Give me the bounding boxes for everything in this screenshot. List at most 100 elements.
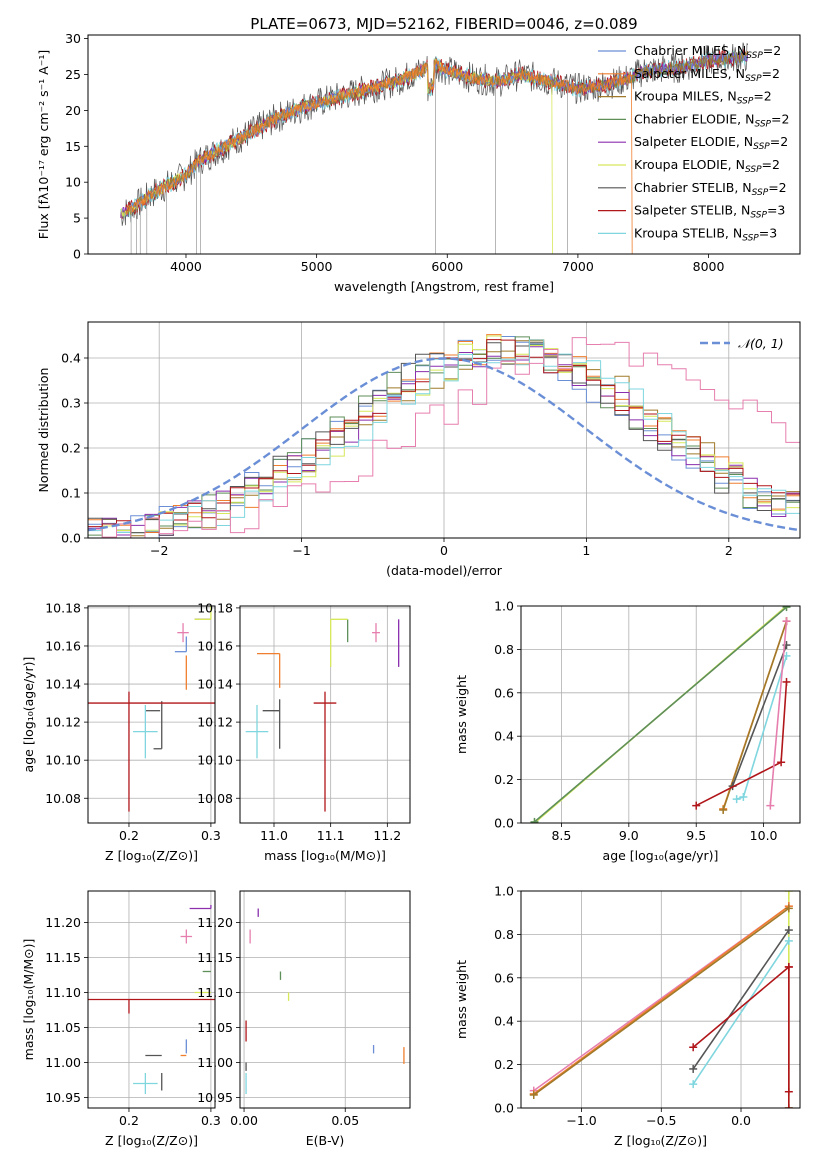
legend-label: Kroupa STELIB, NSSP=3 — [634, 225, 777, 243]
weight-marker — [784, 926, 793, 935]
weight-marker — [784, 904, 793, 913]
legend-subscript: SSP — [752, 188, 769, 198]
y-tick-label: 0.8 — [494, 927, 514, 942]
age_vs_Z-points — [88, 606, 215, 812]
weight-line — [692, 940, 790, 1085]
y-tick-label: 10.10 — [197, 753, 233, 768]
x-tick-label: 0.2 — [119, 1113, 139, 1128]
x-tick-label: 0 — [440, 543, 448, 558]
x-axis-label: mass [log₁₀(M/M⊙)] — [264, 848, 386, 863]
x-tick-label: 0.05 — [331, 1113, 359, 1128]
x-tick-label: 10.0 — [750, 828, 778, 843]
y-tick-label: 0.0 — [61, 531, 81, 546]
x-tick-label: −0.5 — [646, 1113, 676, 1128]
residuals-axes: −2 −1 0 1 2 0.0 0.1 0.2 0.3 0.4 (data-model)/error… — [36, 322, 800, 578]
weight-marker — [719, 805, 728, 814]
errorbar-point — [177, 623, 189, 643]
y-axis-label: mass [log₁₀(M/M⊙)] — [21, 939, 36, 1061]
weight-marker — [777, 758, 786, 767]
weight_vs_age-lines — [530, 606, 791, 823]
age_vs_mass-axes: 11.0 11.1 11.2 10.08 10.10 10.12 10.14 10.16 10.… — [197, 600, 410, 863]
x-tick-label: 5000 — [301, 259, 333, 274]
x-tick-label: −2 — [150, 543, 168, 558]
mass_vs_Z-points — [88, 905, 215, 1094]
weight-line — [731, 644, 788, 787]
x-tick-label: 11.2 — [373, 828, 401, 843]
errorbar-point — [245, 704, 269, 759]
weight-marker — [782, 617, 791, 626]
y-tick-label: 10.08 — [197, 791, 233, 806]
x-tick-label: 6000 — [431, 259, 463, 274]
weight-marker — [692, 801, 701, 810]
histogram-step — [88, 340, 800, 538]
x-tick-label: 4000 — [170, 259, 202, 274]
legend-label: Kroupa MILES, NSSP=2 — [634, 89, 772, 107]
weight-line — [533, 606, 788, 823]
y-tick-label: 0.4 — [494, 729, 514, 744]
x-tick-label: 11.1 — [317, 828, 345, 843]
y-tick-label: 10.16 — [45, 638, 81, 653]
residual-histograms — [88, 334, 800, 538]
x-axis-label: (data-model)/error — [386, 563, 503, 578]
y-tick-label: 0 — [73, 247, 81, 262]
legend-tail: =3 — [759, 225, 777, 240]
weight-line — [769, 621, 788, 806]
x-tick-label: 7000 — [562, 259, 594, 274]
y-axis-label: Flux [fλ10⁻¹⁷ erg cm⁻² s⁻¹ A⁻¹] — [36, 50, 51, 239]
mass_vs_ebv-axes: 0.00 0.05 10.95 11.00 11.05 11.10 11.15 11.20 E(… — [197, 891, 410, 1148]
y-tick-label: 10.12 — [197, 715, 233, 730]
x-tick-label: −1 — [292, 543, 310, 558]
x-tick-label: −1.0 — [566, 1113, 596, 1128]
mass_vs_ebv-points — [245, 908, 405, 1094]
y-tick-label: 1.0 — [494, 884, 514, 899]
x-tick-label: 9.5 — [686, 828, 706, 843]
errorbar-point — [133, 1073, 158, 1094]
legend-label: Salpeter MILES, NSSP=2 — [634, 66, 780, 84]
y-tick-label: 0.0 — [494, 816, 514, 831]
y-tick-label: 10.08 — [45, 791, 81, 806]
y-tick-label: 10 — [65, 175, 81, 190]
weight-line — [533, 907, 790, 1096]
y-tick-label: 11.20 — [45, 915, 81, 930]
legend-subscript: SSP — [742, 233, 759, 243]
mass_vs_ebv-frame — [239, 890, 411, 1109]
x-tick-label: 8.5 — [551, 828, 571, 843]
legend-label: 𝒩(0, 1) — [738, 336, 784, 351]
spectrum-line — [125, 59, 633, 254]
legend-tail: =2 — [763, 43, 781, 58]
y-axis-label: Normed distribution — [36, 368, 51, 493]
legend-subscript: SSP — [753, 142, 770, 152]
histogram-step — [88, 337, 800, 538]
age_vs_Z-frame — [87, 605, 216, 824]
y-tick-label: 0.8 — [494, 642, 514, 657]
x-tick-label: 2 — [725, 543, 733, 558]
spectrum-axes: 4000 5000 6000 7000 8000 0 5 10 15 20 25 30 waveleng… — [36, 31, 725, 294]
legend-label: Chabrier ELODIE, NSSP=2 — [634, 111, 789, 129]
y-tick-label: 11.15 — [197, 950, 233, 965]
weight-marker — [784, 891, 793, 895]
errorbar-point — [189, 905, 212, 910]
errorbar-point — [153, 701, 163, 750]
y-tick-label: 10.16 — [197, 638, 233, 653]
y-tick-label: 15 — [65, 139, 81, 154]
errorbar-point — [372, 623, 380, 643]
weight-marker — [784, 1104, 793, 1108]
legend-tail: =2 — [762, 157, 780, 172]
x-axis-label: Z [log₁₀(Z/Z⊙)] — [105, 1133, 198, 1148]
legend-tail: =2 — [762, 66, 780, 81]
y-tick-label: 11.15 — [45, 950, 81, 965]
y-tick-label: 30 — [65, 31, 81, 46]
errorbar-point — [194, 606, 212, 620]
legend-subscript: SSP — [746, 51, 763, 61]
legend-label: Salpeter ELODIE, NSSP=2 — [634, 134, 788, 152]
weight_vs_Z-lines — [529, 891, 793, 1108]
y-tick-label: 0.4 — [494, 1014, 514, 1029]
legend-label: Chabrier STELIB, NSSP=2 — [634, 180, 787, 198]
errorbar-point — [180, 929, 193, 944]
x-tick-label: 0.3 — [201, 828, 221, 843]
x-axis-label: Z [log₁₀(Z/Z⊙)] — [614, 1133, 707, 1148]
y-axis-label: age [log₁₀(age/yr)] — [21, 657, 36, 773]
weight-line — [692, 929, 790, 1070]
